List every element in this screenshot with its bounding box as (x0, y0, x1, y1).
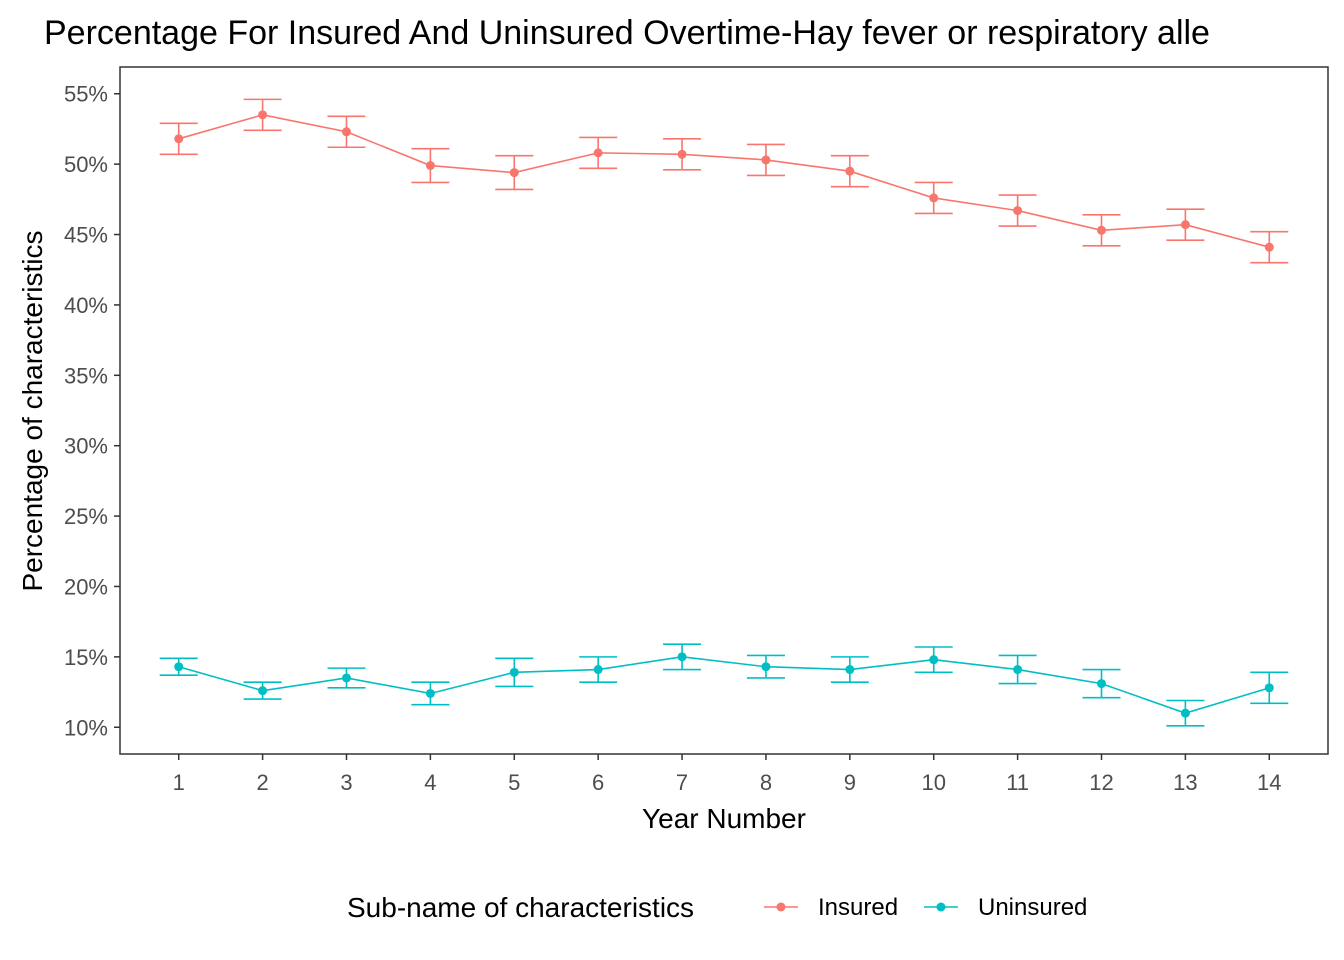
series-line (178, 656, 1270, 715)
data-point (1264, 242, 1274, 252)
data-point (593, 148, 603, 158)
data-point (761, 155, 771, 165)
x-tick-label: 9 (844, 770, 856, 795)
data-point (1180, 220, 1190, 230)
data-point (509, 667, 519, 677)
legend-item-insured: Insured (764, 894, 898, 921)
data-point (1013, 206, 1023, 216)
plot-panel (119, 66, 1329, 755)
x-tick-label: 7 (676, 770, 688, 795)
y-axis: 10% 15% 20% 25% 30% 35% 40% 45% 50% 55% (64, 82, 120, 740)
legend-item-uninsured: Uninsured (924, 894, 1087, 921)
data-point (1180, 708, 1190, 718)
data-point (677, 149, 687, 159)
data-point (1097, 679, 1106, 689)
y-tick-label: 40% (64, 293, 108, 318)
data-point (1264, 683, 1274, 693)
legend-key-point (776, 902, 786, 912)
series-uninsured (159, 643, 1289, 727)
x-tick-label: 4 (424, 770, 436, 795)
series-insured (159, 98, 1289, 264)
data-point (342, 673, 351, 683)
data-point (509, 168, 519, 178)
y-tick-label: 30% (64, 434, 108, 459)
data-point (593, 665, 603, 675)
data-point (342, 127, 351, 137)
y-tick-label: 55% (64, 82, 108, 107)
y-tick-label: 15% (64, 645, 108, 670)
x-tick-label: 13 (1173, 770, 1197, 795)
series-layer (159, 98, 1289, 727)
chart-title: Percentage For Insured And Uninsured Ove… (44, 14, 1210, 52)
legend-key-point (936, 902, 946, 912)
x-axis: 1 2 3 4 5 6 7 8 9 10 11 12 13 14 (173, 754, 1282, 795)
data-point (258, 110, 268, 120)
y-tick-label: 10% (64, 715, 108, 740)
x-tick-label: 14 (1257, 770, 1281, 795)
data-point (425, 688, 435, 698)
legend-label: Uninsured (978, 894, 1087, 921)
series-line (178, 114, 1270, 248)
x-tick-label: 10 (921, 770, 945, 795)
legend: Sub-name of characteristics Insured Unins… (347, 892, 1087, 923)
x-axis-title: Year Number (642, 803, 806, 834)
data-point (845, 665, 855, 675)
data-point (174, 662, 184, 672)
x-tick-label: 11 (1006, 770, 1029, 795)
y-tick-label: 25% (64, 504, 108, 529)
data-point (929, 193, 939, 203)
data-point (761, 662, 771, 672)
data-point (174, 134, 184, 144)
y-tick-label: 45% (64, 223, 108, 248)
legend-title: Sub-name of characteristics (347, 892, 694, 923)
data-point (929, 655, 939, 665)
data-point (258, 686, 268, 696)
data-point (677, 652, 687, 662)
x-tick-label: 6 (592, 770, 604, 795)
legend-label: Insured (818, 894, 898, 921)
x-tick-label: 5 (508, 770, 520, 795)
x-tick-label: 3 (340, 770, 352, 795)
data-point (845, 166, 855, 176)
data-point (1013, 665, 1023, 675)
x-tick-label: 1 (173, 770, 185, 795)
y-tick-label: 20% (64, 574, 108, 599)
x-tick-label: 12 (1089, 770, 1113, 795)
legend-items: Insured Uninsured (764, 894, 1087, 921)
x-tick-label: 2 (256, 770, 268, 795)
x-tick-label: 8 (760, 770, 772, 795)
data-point (425, 161, 435, 171)
data-point (1097, 225, 1106, 235)
y-tick-label: 50% (64, 152, 108, 177)
y-axis-title: Percentage of characteristics (17, 230, 48, 591)
y-tick-label: 35% (64, 363, 108, 388)
